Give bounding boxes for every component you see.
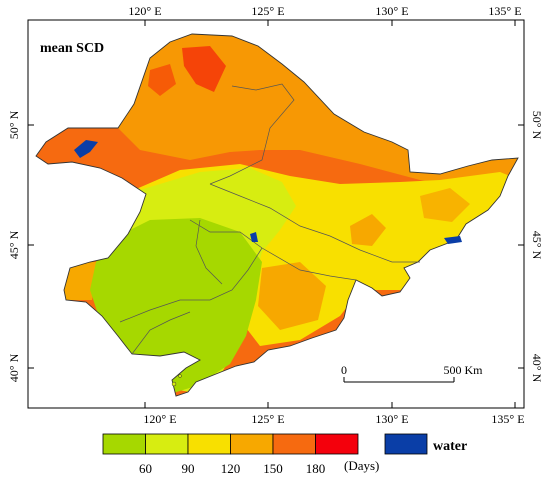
top-tick-125: 125° E [251,4,284,18]
region-outline [35,33,519,397]
map-frame [27,19,525,409]
left-tick-45: 45° N [7,230,21,259]
right-tick-45: 45° N [530,231,544,260]
zone-150-se1 [350,214,386,246]
zone-180-north [182,46,226,92]
island-1 [171,381,177,387]
region-fill [36,34,518,396]
bottom-tick-130: 130° E [375,412,408,426]
legend-bin-5 [315,433,359,455]
boundary-sw [131,311,191,355]
left-tick-50: 50° N [7,110,21,139]
legend-break-60: 60 [139,461,152,476]
bottom-tick-125: 125° E [251,412,284,426]
lake-hulun [74,140,98,158]
scale-end-label: 500 Km [444,363,484,377]
legend-color-bar [102,433,359,455]
scale-start-label: 0 [341,363,347,377]
water-bodies [74,140,462,244]
zone-150-se2 [258,262,326,330]
boundary-jilin-north [209,183,420,263]
zone-180-west [148,64,176,96]
top-tick-135: 135° E [488,4,521,18]
map-title: mean SCD [40,41,104,56]
legend-break-90: 90 [182,461,195,476]
island-2 [178,374,182,378]
bottom-tick-120: 120° E [143,412,176,426]
islands [171,374,182,387]
legend-break-150: 150 [263,461,283,476]
legend-bin-2 [187,433,231,455]
boundary-heilongjiang-inner [209,83,295,185]
lake-small [250,232,258,242]
legend-bin-4 [272,433,316,455]
legend-break-180: 180 [306,461,326,476]
legend-break-labels: 60 90 120 150 180 [139,461,325,476]
legend-water-label: water [433,439,467,454]
legend-bin-1 [145,433,189,455]
legend-unit-label: (Days) [344,458,379,473]
province-boundaries [119,83,420,355]
bottom-tick-135: 135° E [491,412,524,426]
scale-bar: 0 500 Km [341,363,484,383]
legend-water-swatch [384,433,428,455]
zone-150-se3 [420,188,470,222]
right-tick-50: 50° N [530,111,544,140]
zone-60 [90,218,262,394]
boundary-liaoning-west [119,247,263,323]
top-tick-130: 130° E [375,4,408,18]
lake-khanka [444,236,462,244]
legend-break-120: 120 [221,461,241,476]
right-tick-40: 40° N [530,354,544,383]
frame-ticks [28,20,524,408]
legend-bin-3 [230,433,274,455]
legend-bin-0 [102,433,146,455]
boundary-inner-mongolia [195,219,223,285]
left-tick-40: 40° N [7,353,21,382]
top-tick-120: 120° E [128,4,161,18]
